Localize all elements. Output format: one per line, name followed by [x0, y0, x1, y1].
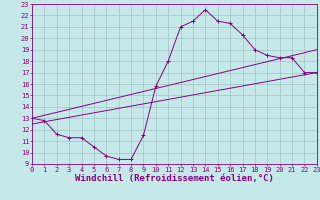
X-axis label: Windchill (Refroidissement éolien,°C): Windchill (Refroidissement éolien,°C): [75, 174, 274, 183]
